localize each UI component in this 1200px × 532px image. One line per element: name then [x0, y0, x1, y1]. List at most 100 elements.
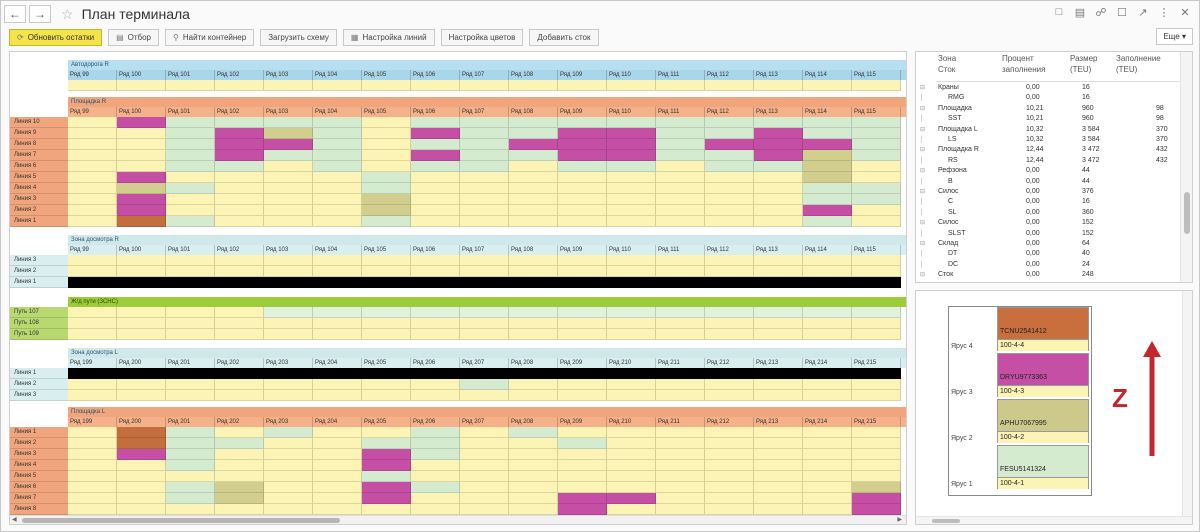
slot[interactable] — [754, 427, 803, 438]
slot[interactable] — [166, 493, 215, 504]
slot[interactable] — [215, 255, 264, 266]
slot[interactable] — [754, 460, 803, 471]
slot[interactable] — [68, 183, 117, 194]
table-row[interactable]: │ RMG 0,00 16 — [916, 93, 1178, 103]
slot[interactable] — [607, 379, 656, 390]
slot[interactable] — [68, 379, 117, 390]
slot[interactable] — [166, 379, 215, 390]
slot[interactable] — [656, 307, 705, 318]
slot[interactable] — [705, 216, 754, 227]
slot[interactable] — [411, 205, 460, 216]
slot[interactable] — [656, 194, 705, 205]
grid-horizontal-scrollbar[interactable]: ◀ ▶ — [10, 515, 906, 524]
stack-vertical-scrollbar[interactable] — [1182, 291, 1192, 517]
slot[interactable] — [411, 150, 460, 161]
slot[interactable] — [215, 482, 264, 493]
slot[interactable] — [558, 493, 607, 504]
slot[interactable] — [460, 329, 509, 340]
slot[interactable] — [264, 255, 313, 266]
load-scheme-button[interactable]: Загрузить схему — [260, 28, 337, 46]
slot[interactable] — [460, 482, 509, 493]
slot[interactable] — [803, 318, 852, 329]
slot[interactable] — [264, 368, 313, 379]
table-row[interactable]: ⊟ Силос 0,00 376 — [916, 187, 1178, 197]
close-icon[interactable]: ✕ — [1180, 7, 1190, 19]
slot[interactable] — [313, 205, 362, 216]
slot[interactable] — [607, 318, 656, 329]
slot[interactable] — [117, 471, 166, 482]
slot[interactable] — [166, 266, 215, 277]
slot[interactable] — [68, 161, 117, 172]
slot[interactable] — [362, 183, 411, 194]
slot[interactable] — [411, 183, 460, 194]
slot[interactable] — [460, 139, 509, 150]
slot[interactable] — [166, 150, 215, 161]
scroll-thumb[interactable] — [22, 518, 340, 523]
slot[interactable] — [852, 183, 901, 194]
slot[interactable] — [656, 172, 705, 183]
slot[interactable] — [264, 471, 313, 482]
slot[interactable] — [754, 438, 803, 449]
slot[interactable] — [68, 329, 117, 340]
slot[interactable] — [803, 329, 852, 340]
slot[interactable] — [509, 493, 558, 504]
slot[interactable] — [852, 368, 901, 379]
slot[interactable] — [264, 329, 313, 340]
slot[interactable] — [313, 482, 362, 493]
link-icon[interactable]: ☍ — [1095, 7, 1107, 19]
slot[interactable] — [411, 379, 460, 390]
add-stock-button[interactable]: Добавить сток — [529, 28, 599, 46]
slot[interactable] — [166, 318, 215, 329]
slot[interactable] — [68, 390, 117, 401]
slot[interactable] — [460, 205, 509, 216]
slot[interactable] — [656, 150, 705, 161]
slot[interactable] — [215, 205, 264, 216]
slot[interactable] — [411, 368, 460, 379]
slot[interactable] — [803, 216, 852, 227]
slot[interactable] — [558, 194, 607, 205]
slot[interactable] — [852, 161, 901, 172]
slot[interactable] — [803, 460, 852, 471]
slot[interactable] — [754, 390, 803, 401]
slot[interactable] — [803, 255, 852, 266]
slot[interactable] — [705, 139, 754, 150]
slot[interactable] — [558, 329, 607, 340]
slot[interactable] — [166, 277, 215, 288]
slot[interactable] — [68, 427, 117, 438]
slot[interactable] — [117, 460, 166, 471]
slot[interactable] — [166, 117, 215, 128]
slot[interactable] — [558, 449, 607, 460]
bookmark-icon[interactable]: ☐ — [1117, 7, 1127, 19]
slot[interactable] — [68, 460, 117, 471]
slot[interactable] — [509, 161, 558, 172]
slot[interactable] — [460, 80, 509, 91]
slot[interactable] — [411, 266, 460, 277]
slot[interactable] — [607, 128, 656, 139]
slot[interactable] — [852, 307, 901, 318]
slot[interactable] — [215, 438, 264, 449]
slot[interactable] — [411, 277, 460, 288]
slot[interactable] — [411, 117, 460, 128]
slot[interactable] — [754, 504, 803, 515]
slot[interactable] — [509, 390, 558, 401]
slot[interactable] — [68, 255, 117, 266]
slot[interactable] — [509, 205, 558, 216]
slot[interactable] — [754, 205, 803, 216]
slot[interactable] — [460, 277, 509, 288]
slot[interactable] — [313, 460, 362, 471]
slot[interactable] — [264, 379, 313, 390]
slot[interactable] — [803, 194, 852, 205]
slot[interactable] — [705, 183, 754, 194]
slot[interactable] — [852, 318, 901, 329]
slot[interactable] — [705, 172, 754, 183]
slot[interactable] — [166, 482, 215, 493]
slot[interactable] — [607, 80, 656, 91]
slot[interactable] — [362, 504, 411, 515]
slot[interactable] — [705, 205, 754, 216]
slot[interactable] — [215, 277, 264, 288]
slot[interactable] — [117, 194, 166, 205]
scroll-left-icon[interactable]: ◀ — [12, 517, 17, 523]
slot[interactable] — [215, 390, 264, 401]
slot[interactable] — [313, 266, 362, 277]
slot[interactable] — [705, 318, 754, 329]
